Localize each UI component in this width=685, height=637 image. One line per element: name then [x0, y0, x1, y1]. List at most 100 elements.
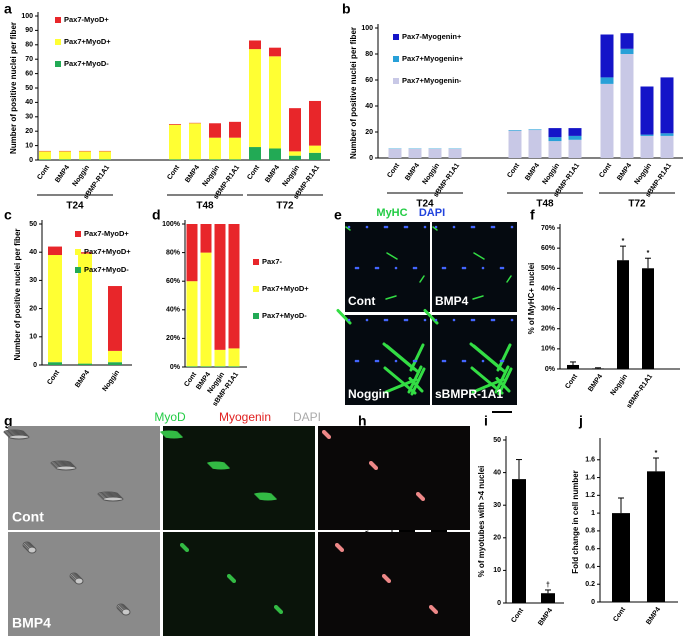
nucleus: [501, 359, 505, 363]
nucleus: [376, 266, 380, 270]
bar-segment: [249, 49, 261, 148]
fiber: [432, 226, 438, 231]
y-tick-label: 70: [25, 56, 33, 63]
y-tick-label: 30: [29, 277, 37, 284]
y-tick-label: 40: [365, 103, 373, 110]
image-header: DAPI: [419, 207, 445, 219]
y-tick-label: 20: [365, 129, 373, 136]
bar-segment: [214, 224, 226, 350]
image-label: Noggin: [348, 387, 389, 401]
bar-segment: [200, 252, 212, 367]
nucleus: [510, 318, 514, 322]
legend-swatch: [393, 78, 399, 84]
legend-label: Pax7+MyoD-: [84, 265, 129, 274]
y-tick-label: 40%: [166, 307, 181, 314]
image-label: BMP4: [435, 294, 469, 308]
nucleus: [463, 359, 467, 363]
nucleus: [463, 266, 467, 270]
bar-segment: [249, 40, 261, 50]
fiber: [408, 377, 424, 393]
bar-segment: [214, 366, 226, 367]
y-tick-label: 40: [25, 99, 33, 106]
x-tick-label: BMP4: [264, 164, 281, 184]
nucleus: [490, 225, 494, 229]
nucleus: [472, 318, 476, 322]
nucleus: [443, 359, 447, 363]
y-tick-label: 20: [29, 305, 37, 312]
bar: [617, 260, 629, 369]
panel-letter: d: [152, 207, 161, 223]
nucleus: [374, 359, 378, 363]
nucleus: [387, 579, 391, 583]
x-tick-label: BMP4: [587, 373, 604, 393]
fiber: [386, 252, 398, 260]
bar-segment: [620, 54, 634, 158]
legend-swatch: [75, 267, 81, 273]
bar-segment: [78, 253, 92, 364]
bar-segment: [249, 147, 261, 160]
y-tick-label: 60: [25, 70, 33, 77]
y-tick-label: 1.6: [585, 457, 595, 464]
bar-segment: [448, 148, 462, 158]
bar-segment: [289, 155, 301, 160]
legend-swatch: [55, 61, 61, 67]
fiber: [407, 365, 423, 394]
y-tick-label: 0.2: [585, 581, 595, 588]
bar-segment: [309, 152, 321, 160]
y-axis-label: % of myotubes with >4 nuclei: [477, 466, 486, 578]
image-header: DAPI: [293, 410, 321, 424]
bar: [541, 593, 555, 603]
bar-segment: [214, 349, 226, 367]
y-tick-label: 20: [25, 128, 33, 135]
legend-label: Pax7-MyoD+: [64, 15, 109, 24]
nucleus: [434, 225, 438, 229]
bar-segment: [209, 137, 221, 160]
panel-letter: b: [342, 1, 351, 17]
nucleus: [470, 225, 474, 229]
cell: [102, 496, 124, 502]
x-tick-label: Cont: [598, 162, 613, 180]
nucleus: [481, 266, 485, 270]
nucleus: [443, 266, 447, 270]
fiber: [473, 252, 485, 260]
legend-swatch: [393, 56, 399, 62]
y-tick-label: 50%: [541, 265, 556, 272]
y-tick-label: 0: [33, 362, 37, 369]
y-axis-label: % of MyHC+ nuclei: [527, 263, 536, 335]
fiber: [472, 295, 484, 300]
fiber: [506, 275, 512, 283]
nucleus: [423, 225, 427, 229]
nucleus: [470, 318, 474, 322]
cell: [279, 610, 283, 614]
legend-swatch: [75, 249, 81, 255]
x-tick-label: Cont: [506, 162, 521, 180]
y-tick-label: 10: [25, 142, 33, 149]
bar-segment: [48, 246, 62, 256]
fiber: [409, 343, 425, 372]
bar: [647, 471, 665, 602]
nucleus: [347, 318, 351, 322]
y-axis-label: Number of positive nuclei per fiber: [349, 27, 358, 159]
y-tick-label: 40%: [541, 285, 556, 292]
legend-label: Pax7+MyoD+: [84, 247, 131, 256]
nucleus: [385, 225, 389, 229]
bar-segment: [59, 151, 71, 160]
y-tick-label: 40: [29, 249, 37, 256]
x-tick-label: BMP4: [645, 606, 662, 626]
legend-swatch: [253, 313, 259, 319]
cell: [8, 434, 30, 440]
bar-segment: [660, 77, 674, 134]
bar-segment: [229, 121, 241, 138]
bar-segment: [229, 159, 241, 160]
bar-segment: [388, 148, 402, 158]
panel-letter: e: [334, 207, 342, 223]
nucleus: [461, 266, 465, 270]
x-tick-label: BMP4: [184, 164, 201, 184]
bar-segment: [228, 366, 240, 367]
bar-segment: [169, 124, 181, 160]
bar-segment: [620, 33, 634, 49]
x-tick-label: Noggin: [610, 373, 630, 397]
cell: [27, 546, 37, 554]
legend-swatch: [253, 286, 259, 292]
